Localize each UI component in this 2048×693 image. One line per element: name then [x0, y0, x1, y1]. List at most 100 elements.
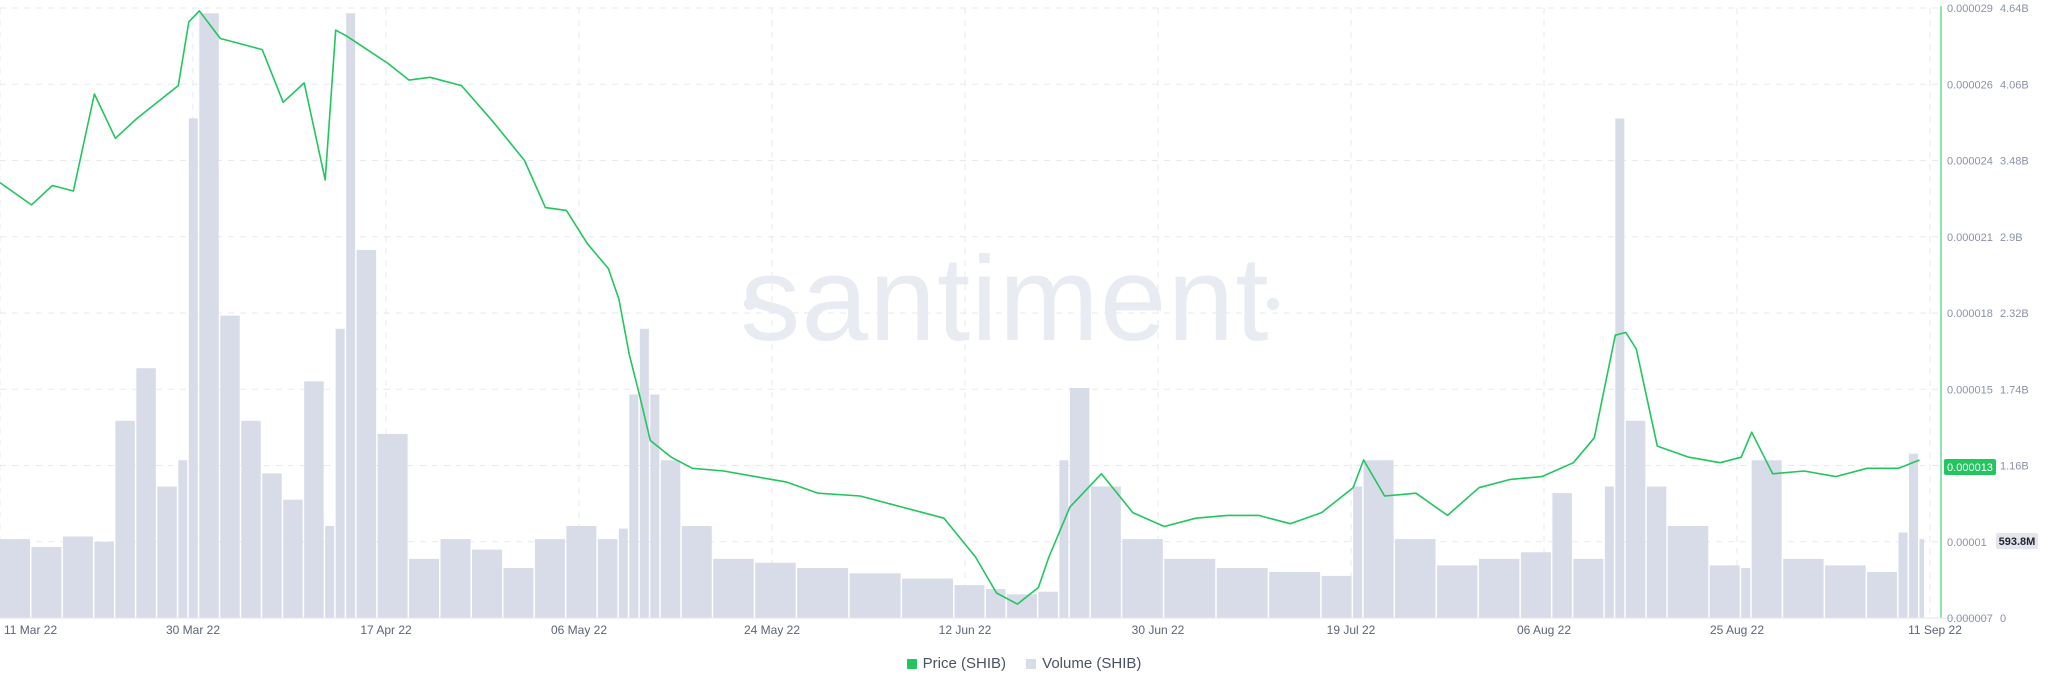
volume-tick-label: 3.48B [2000, 156, 2029, 168]
volume-bar [346, 13, 356, 619]
volume-bar [1604, 486, 1614, 618]
volume-bar [157, 486, 177, 618]
volume-bar [335, 328, 345, 618]
grid [0, 7, 1941, 619]
volume-current-badge: 593.8M [1996, 533, 2038, 549]
date-tick-label: 06 Aug 22 [1517, 623, 1571, 637]
volume-bar [188, 118, 198, 619]
volume-bar [1038, 591, 1058, 618]
volume-bar [62, 536, 93, 618]
volume-bar [1216, 568, 1268, 618]
price-tick-label: 0.000024 [1947, 156, 1993, 168]
volume-bar [650, 394, 660, 618]
volume-bar [1269, 571, 1321, 618]
volume-bar [566, 525, 597, 618]
volume-bar [356, 249, 377, 618]
price-tick-label: 0.000015 [1947, 384, 1993, 396]
volume-bar [639, 328, 649, 618]
legend-price-label: Price (SHIB) [922, 655, 1006, 672]
volume-bar [1395, 539, 1436, 618]
volume-bar [1059, 460, 1069, 618]
volume-bar [660, 460, 681, 618]
volume-tick-label: 2.32B [2000, 308, 2029, 320]
volume-tick-label: 2.9B [2000, 232, 2023, 244]
volume-bar [1478, 558, 1520, 618]
volume-bar [1006, 594, 1037, 618]
volume-bar [283, 499, 303, 618]
volume-bar [902, 578, 954, 618]
volume-bar [1825, 565, 1866, 618]
volume-axis-ticks: 0 593.8M 1.16B 1.74B 2.32B 2.9B 3.48B 4.06B 4.64… [2000, 3, 2037, 625]
volume-tick-label: 1.74B [2000, 384, 2029, 396]
volume-bar [681, 525, 712, 618]
volume-bar [849, 573, 901, 618]
legend-item-price[interactable]: Price (SHIB) [906, 655, 1006, 672]
volume-bar [954, 585, 985, 618]
volume-bar [618, 528, 628, 618]
volume-bar [985, 589, 1006, 618]
volume-tick-label: 1.16B [2000, 461, 2029, 473]
santiment-watermark: santiment [740, 232, 1269, 366]
date-tick-label: 17 Apr 22 [360, 623, 412, 637]
volume-bar [325, 525, 335, 618]
price-line [0, 10, 1920, 605]
volume-bar [136, 368, 156, 618]
volume-bar [1783, 558, 1824, 618]
volume-bar [1909, 453, 1919, 618]
date-tick-label: 30 Jun 22 [1132, 623, 1185, 637]
volume-bar [409, 558, 440, 618]
volume-bar [1751, 460, 1782, 618]
date-axis-ticks: 11 Mar 22 30 Mar 22 17 Apr 22 06 May 22 24 M… [4, 623, 1962, 637]
volume-bar [0, 539, 30, 618]
volume-bar [1667, 525, 1709, 618]
volume-tick-label: 0 [2000, 613, 2006, 625]
date-tick-label: 19 Jul 22 [1327, 623, 1376, 637]
watermark-dot-right [1267, 298, 1279, 310]
date-tick-label: 24 May 22 [744, 623, 800, 637]
date-tick-label: 06 May 22 [551, 623, 607, 637]
volume-bar [1122, 539, 1163, 618]
watermark-dot-left [744, 298, 756, 310]
price-tick-label: 0.000026 [1947, 79, 1993, 91]
volume-bar [503, 568, 534, 618]
price-tick-label: 0.000029 [1947, 3, 1993, 15]
price-tick-label: 0.000021 [1947, 232, 1993, 244]
volume-bar [1646, 486, 1667, 618]
volume-bar [199, 13, 219, 619]
volume-bar [597, 539, 618, 618]
volume-bar [755, 562, 796, 618]
price-current-value: 0.000013 [1947, 462, 1993, 474]
volume-bar [262, 473, 282, 618]
volume-bar [1090, 486, 1121, 618]
volume-bar [1321, 575, 1352, 618]
volume-bar [472, 549, 502, 618]
volume-current-value: 593.8M [1999, 536, 2036, 548]
volume-bar [1615, 118, 1625, 619]
volume-bar [713, 558, 754, 618]
chart-legend: Price (SHIB) Volume (SHIB) [0, 655, 2048, 673]
volume-bar [115, 420, 135, 618]
volume-bar [1573, 558, 1604, 618]
price-axis-ticks: 0.000007 0.00001 0.000013 0.000015 0.000018 0… [1947, 3, 1993, 625]
volume-bar [31, 547, 62, 618]
volume-bar [1353, 486, 1363, 618]
volume-tick-label: 4.06B [2000, 79, 2029, 91]
volume-bar [304, 381, 324, 618]
volume-bar [1898, 532, 1908, 618]
price-tick-label: 0.000018 [1947, 308, 1993, 320]
volume-bar [220, 315, 240, 618]
volume-bar [377, 433, 408, 618]
volume-bar [629, 394, 639, 618]
price-tick-label: 0.00001 [1947, 537, 1987, 549]
volume-bar [1069, 387, 1090, 618]
volume-bar [1363, 460, 1394, 618]
volume-bar [797, 568, 849, 618]
volume-bar [94, 541, 114, 618]
volume-bar [1709, 565, 1740, 618]
price-current-badge: 0.000013 [1944, 459, 1996, 475]
legend-item-volume[interactable]: Volume (SHIB) [1026, 655, 1141, 672]
volume-bar [1919, 539, 1925, 618]
volume-bar [440, 539, 471, 618]
volume-bars [0, 13, 1925, 619]
